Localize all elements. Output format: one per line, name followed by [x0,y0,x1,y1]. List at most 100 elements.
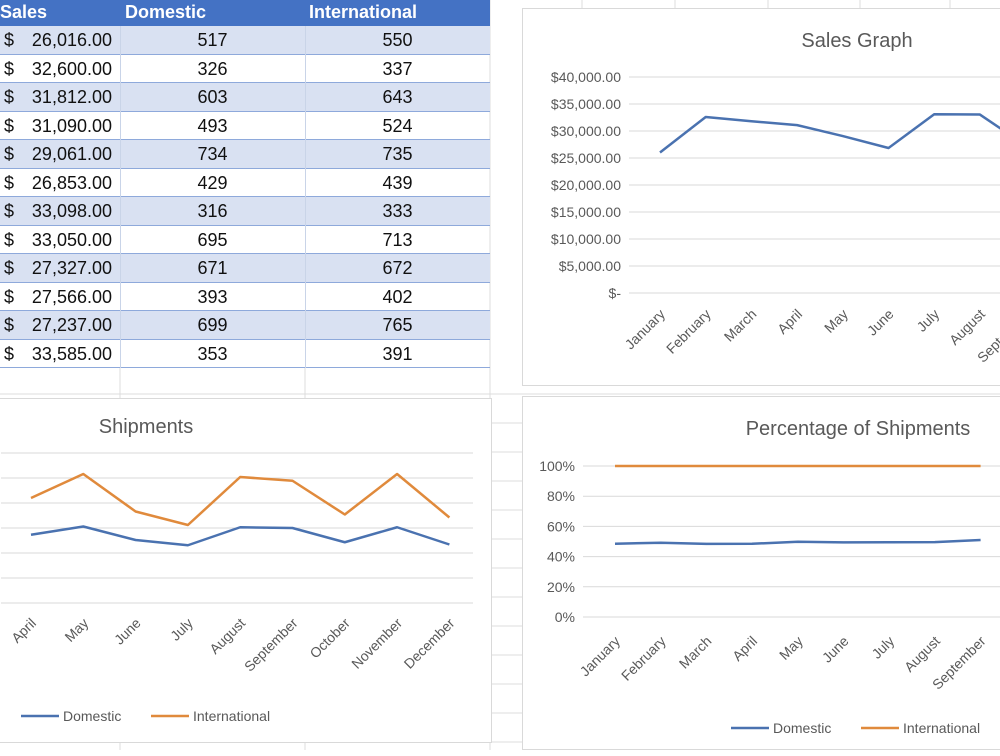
sales-cell[interactable]: 26,853.00 [31,172,112,193]
x-tick-label: April [8,615,39,646]
domestic-cell[interactable]: 316 [197,201,228,221]
y-tick-label: $25,000.00 [551,150,621,166]
legend-label[interactable]: International [903,720,980,736]
currency-symbol[interactable]: $ [4,286,15,307]
table-row[interactable]: $27,327.00 671 672 [0,254,490,283]
international-cell[interactable]: 439 [382,172,413,193]
table-row[interactable]: $27,237.00 699 765 [0,311,490,340]
x-tick-label: June [819,633,852,666]
currency-symbol[interactable]: $ [4,343,15,364]
domestic-cell[interactable]: 603 [197,87,228,107]
series-line-international[interactable] [30,472,451,527]
x-tick-label: March [676,633,715,672]
domestic-cell[interactable]: 699 [197,315,228,335]
sales-cell[interactable]: 31,812.00 [31,87,112,107]
y-tick-label: $15,000.00 [551,204,621,220]
series-line-domestic[interactable] [30,525,450,547]
domestic-cell[interactable]: 517 [197,30,228,50]
table-row[interactable]: $29,061.00 734 735 [0,140,490,169]
currency-symbol[interactable]: $ [4,229,15,250]
x-tick-label: May [821,306,851,336]
x-tick-label: June [864,306,897,339]
table-row[interactable]: $32,600.00 326 337 [0,55,490,83]
x-tick-label: January [577,633,624,680]
domestic-cell[interactable]: 734 [197,144,228,164]
international-cell[interactable]: 402 [382,286,413,307]
sales-cell[interactable]: 32,600.00 [31,58,112,79]
header-sales[interactable]: Sales [0,2,48,22]
international-cell[interactable]: 735 [382,144,413,164]
currency-symbol[interactable]: $ [4,172,15,193]
table-row[interactable]: $33,098.00 316 333 [0,197,490,226]
table-row[interactable]: $31,812.00 603 643 [0,83,490,112]
y-tick-label: 20% [547,579,575,595]
sales-cell[interactable]: 31,090.00 [31,115,112,136]
legend-label[interactable]: Domestic [63,708,121,724]
series-line-domestic[interactable] [614,538,981,546]
y-tick-label: $10,000.00 [551,231,621,247]
table-row[interactable]: $31,090.00 493 524 [0,112,490,140]
international-cell[interactable]: 391 [382,343,413,364]
header-domestic[interactable]: Domestic [125,2,207,22]
column-divider [305,26,306,368]
currency-symbol[interactable]: $ [4,58,15,79]
x-tick-label: June [111,615,144,648]
x-tick-label: March [721,306,760,345]
table-row[interactable]: $26,853.00 429 439 [0,169,490,197]
domestic-cell[interactable]: 695 [197,229,228,250]
x-tick-label: February [618,633,669,684]
table-row[interactable]: $26,016.00 517 550 [0,26,490,55]
column-divider [120,26,121,368]
international-cell[interactable]: 643 [382,87,413,107]
domestic-cell[interactable]: 393 [197,286,228,307]
y-tick-label: $- [609,285,622,301]
currency-symbol[interactable]: $ [4,30,15,50]
international-cell[interactable]: 713 [382,229,413,250]
legend-label[interactable]: Domestic [773,720,831,736]
table-row[interactable]: $27,566.00 393 402 [0,283,490,311]
x-tick-label: September [241,615,301,675]
currency-symbol[interactable]: $ [4,201,15,221]
y-tick-label: $5,000.00 [559,258,621,274]
legend-label[interactable]: International [193,708,270,724]
international-cell[interactable]: 337 [382,58,413,79]
sales-cell[interactable]: 33,585.00 [31,343,112,364]
percentage-chart[interactable]: Percentage of Shipments 100% 80% 60% 40% 20%… [522,396,1000,750]
sales-cell[interactable]: 33,050.00 [31,229,112,250]
table-row[interactable]: $33,585.00 353 391 [0,340,490,368]
series-line-sales[interactable] [659,113,1000,154]
international-cell[interactable]: 333 [382,201,413,221]
sales-cell[interactable]: 33,098.00 [31,201,112,221]
domestic-cell[interactable]: 493 [197,115,228,136]
international-cell[interactable]: 672 [382,258,413,278]
domestic-cell[interactable]: 671 [197,258,228,278]
x-tick-label: August [901,633,943,675]
sales-cell[interactable]: 29,061.00 [31,144,112,164]
currency-symbol[interactable]: $ [4,258,15,278]
domestic-cell[interactable]: 353 [197,343,228,364]
x-tick-label: December [401,615,458,672]
currency-symbol[interactable]: $ [4,144,15,164]
y-tick-label: $40,000.00 [551,69,621,85]
international-cell[interactable]: 765 [382,315,413,335]
sales-graph-chart[interactable]: Sales Graph $40,000.00 $35,000.00 $30,000.… [522,8,1000,386]
currency-symbol[interactable]: $ [4,87,15,107]
header-international[interactable]: International [309,2,418,22]
x-tick-label: April [729,633,760,664]
y-tick-label: 60% [547,518,575,534]
sales-cell[interactable]: 27,327.00 [31,258,112,278]
domestic-cell[interactable]: 326 [197,58,228,79]
international-cell[interactable]: 550 [382,30,413,50]
international-cell[interactable]: 524 [382,115,413,136]
sales-cell[interactable]: 27,566.00 [31,286,112,307]
x-tick-label: May [61,615,91,645]
currency-symbol[interactable]: $ [4,115,15,136]
x-tick-label: August [206,615,248,657]
sales-cell[interactable]: 26,016.00 [31,30,112,50]
sales-cell[interactable]: 27,237.00 [31,315,112,335]
shipments-chart[interactable]: Shipments April May June July August Septembe… [0,398,492,743]
domestic-cell[interactable]: 429 [197,172,228,193]
table-row[interactable]: $33,050.00 695 713 [0,226,490,254]
currency-symbol[interactable]: $ [4,315,15,335]
x-tick-label: July [913,306,942,335]
